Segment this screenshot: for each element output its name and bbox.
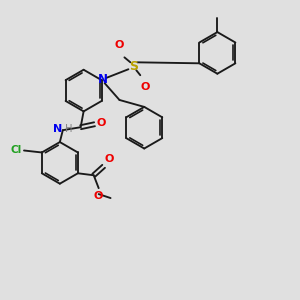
Text: O: O [115,40,124,50]
Text: O: O [140,82,150,92]
Text: H: H [62,124,72,134]
Text: O: O [94,191,104,201]
Text: Cl: Cl [11,145,22,154]
Text: O: O [105,154,114,164]
Text: S: S [129,60,138,73]
Text: N: N [98,73,108,86]
Text: O: O [97,118,106,128]
Text: N: N [52,124,62,134]
